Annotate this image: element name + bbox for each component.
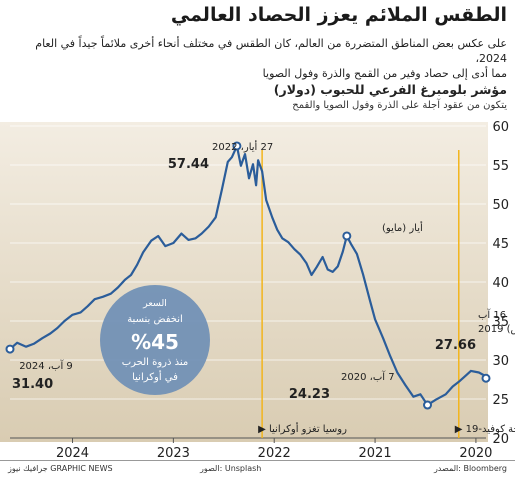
series-line (9, 144, 487, 407)
chart-subheading: يتكون من عقود آجلة على الذرة وفول الصويا… (292, 100, 507, 111)
data-point-marker (232, 141, 242, 151)
x-axis-labels: 2024 2023 2022 2021 2020 (10, 437, 492, 461)
subtitle-line-2: مما أدى إلى حصاد وفير من القمح والذرة وف… (262, 67, 507, 80)
x-tick-label: 2024 (56, 446, 89, 461)
callout-circle (100, 285, 210, 395)
callout-line-2: انخفض بنسبة (127, 314, 183, 325)
annotation-date: 7 آب، 2020 (341, 370, 395, 383)
y-tick-label: 40 (492, 276, 509, 291)
chart-heading: مؤشر بلومبرغ الفرعي للحبوب (دولار) (273, 82, 507, 97)
annotation-value: 31.40 (12, 377, 53, 392)
footer-rule (0, 460, 515, 461)
y-tick-label: 20 (492, 432, 509, 447)
data-point-marker (481, 373, 491, 383)
annotation-value: 24.23 (289, 387, 330, 402)
chart-title: الطقس الملائم يعزز الحصاد العالمي (170, 4, 507, 26)
annotation-date: 9 آب، 2024 (19, 359, 73, 372)
footer-credit: جرافيك نيوز GRAPHIC NEWS (8, 464, 113, 473)
data-point-marker (342, 231, 352, 241)
y-tick-label: 25 (492, 393, 509, 408)
annotation-value: 57.44 (168, 157, 209, 172)
y-tick-label: 55 (492, 159, 509, 174)
annotation-date: (أغسطس) 2019 (478, 322, 515, 335)
y-axis-labels: 20 25 30 35 40 45 50 55 60 (492, 120, 509, 447)
series-group (9, 144, 487, 407)
annotation-date: أيار (مايو) (382, 221, 423, 234)
y-tick-label: 35 (492, 315, 509, 330)
x-tick-label: 2023 (157, 446, 190, 461)
event-label: روسيا تغزو أوكرانيا ▶ (258, 422, 347, 435)
footer-photo-credit: الصور: Unsplash (200, 464, 262, 473)
data-point-marker (5, 344, 15, 354)
data-point-marker (423, 400, 433, 410)
callout-line-4: في أوكرانيا (132, 370, 178, 383)
x-tick-label: 2022 (258, 446, 291, 461)
callout-line-3: منذ ذروة الحرب (122, 357, 189, 368)
event-markers: روسيا تغزو أوكرانيا ▶ بداية جائحة كوفيد-1… (258, 150, 515, 438)
y-tick-label: 45 (492, 237, 509, 252)
annotation-date: 16 آب (478, 308, 506, 321)
x-tick-label: 2020 (459, 446, 492, 461)
footer-source: المصدر: Bloomberg (433, 464, 507, 473)
callout-value: %45 (131, 330, 179, 354)
chart-subtitle: على عكس بعض المناطق المتضررة من العالم، … (7, 36, 507, 81)
subtitle-line-1: على عكس بعض المناطق المتضررة من العالم، … (35, 37, 507, 65)
y-tick-label: 60 (492, 120, 509, 135)
annotation-date: 27 أيار، 2022 (212, 140, 273, 153)
y-tick-label: 30 (492, 354, 509, 369)
x-tick-label: 2021 (359, 446, 392, 461)
event-label: بداية جائحة كوفيد-19 ▶ (455, 424, 515, 435)
callout-line-1: السعر (142, 298, 167, 309)
annotation-value: 27.66 (435, 338, 476, 353)
y-tick-label: 50 (492, 198, 509, 213)
